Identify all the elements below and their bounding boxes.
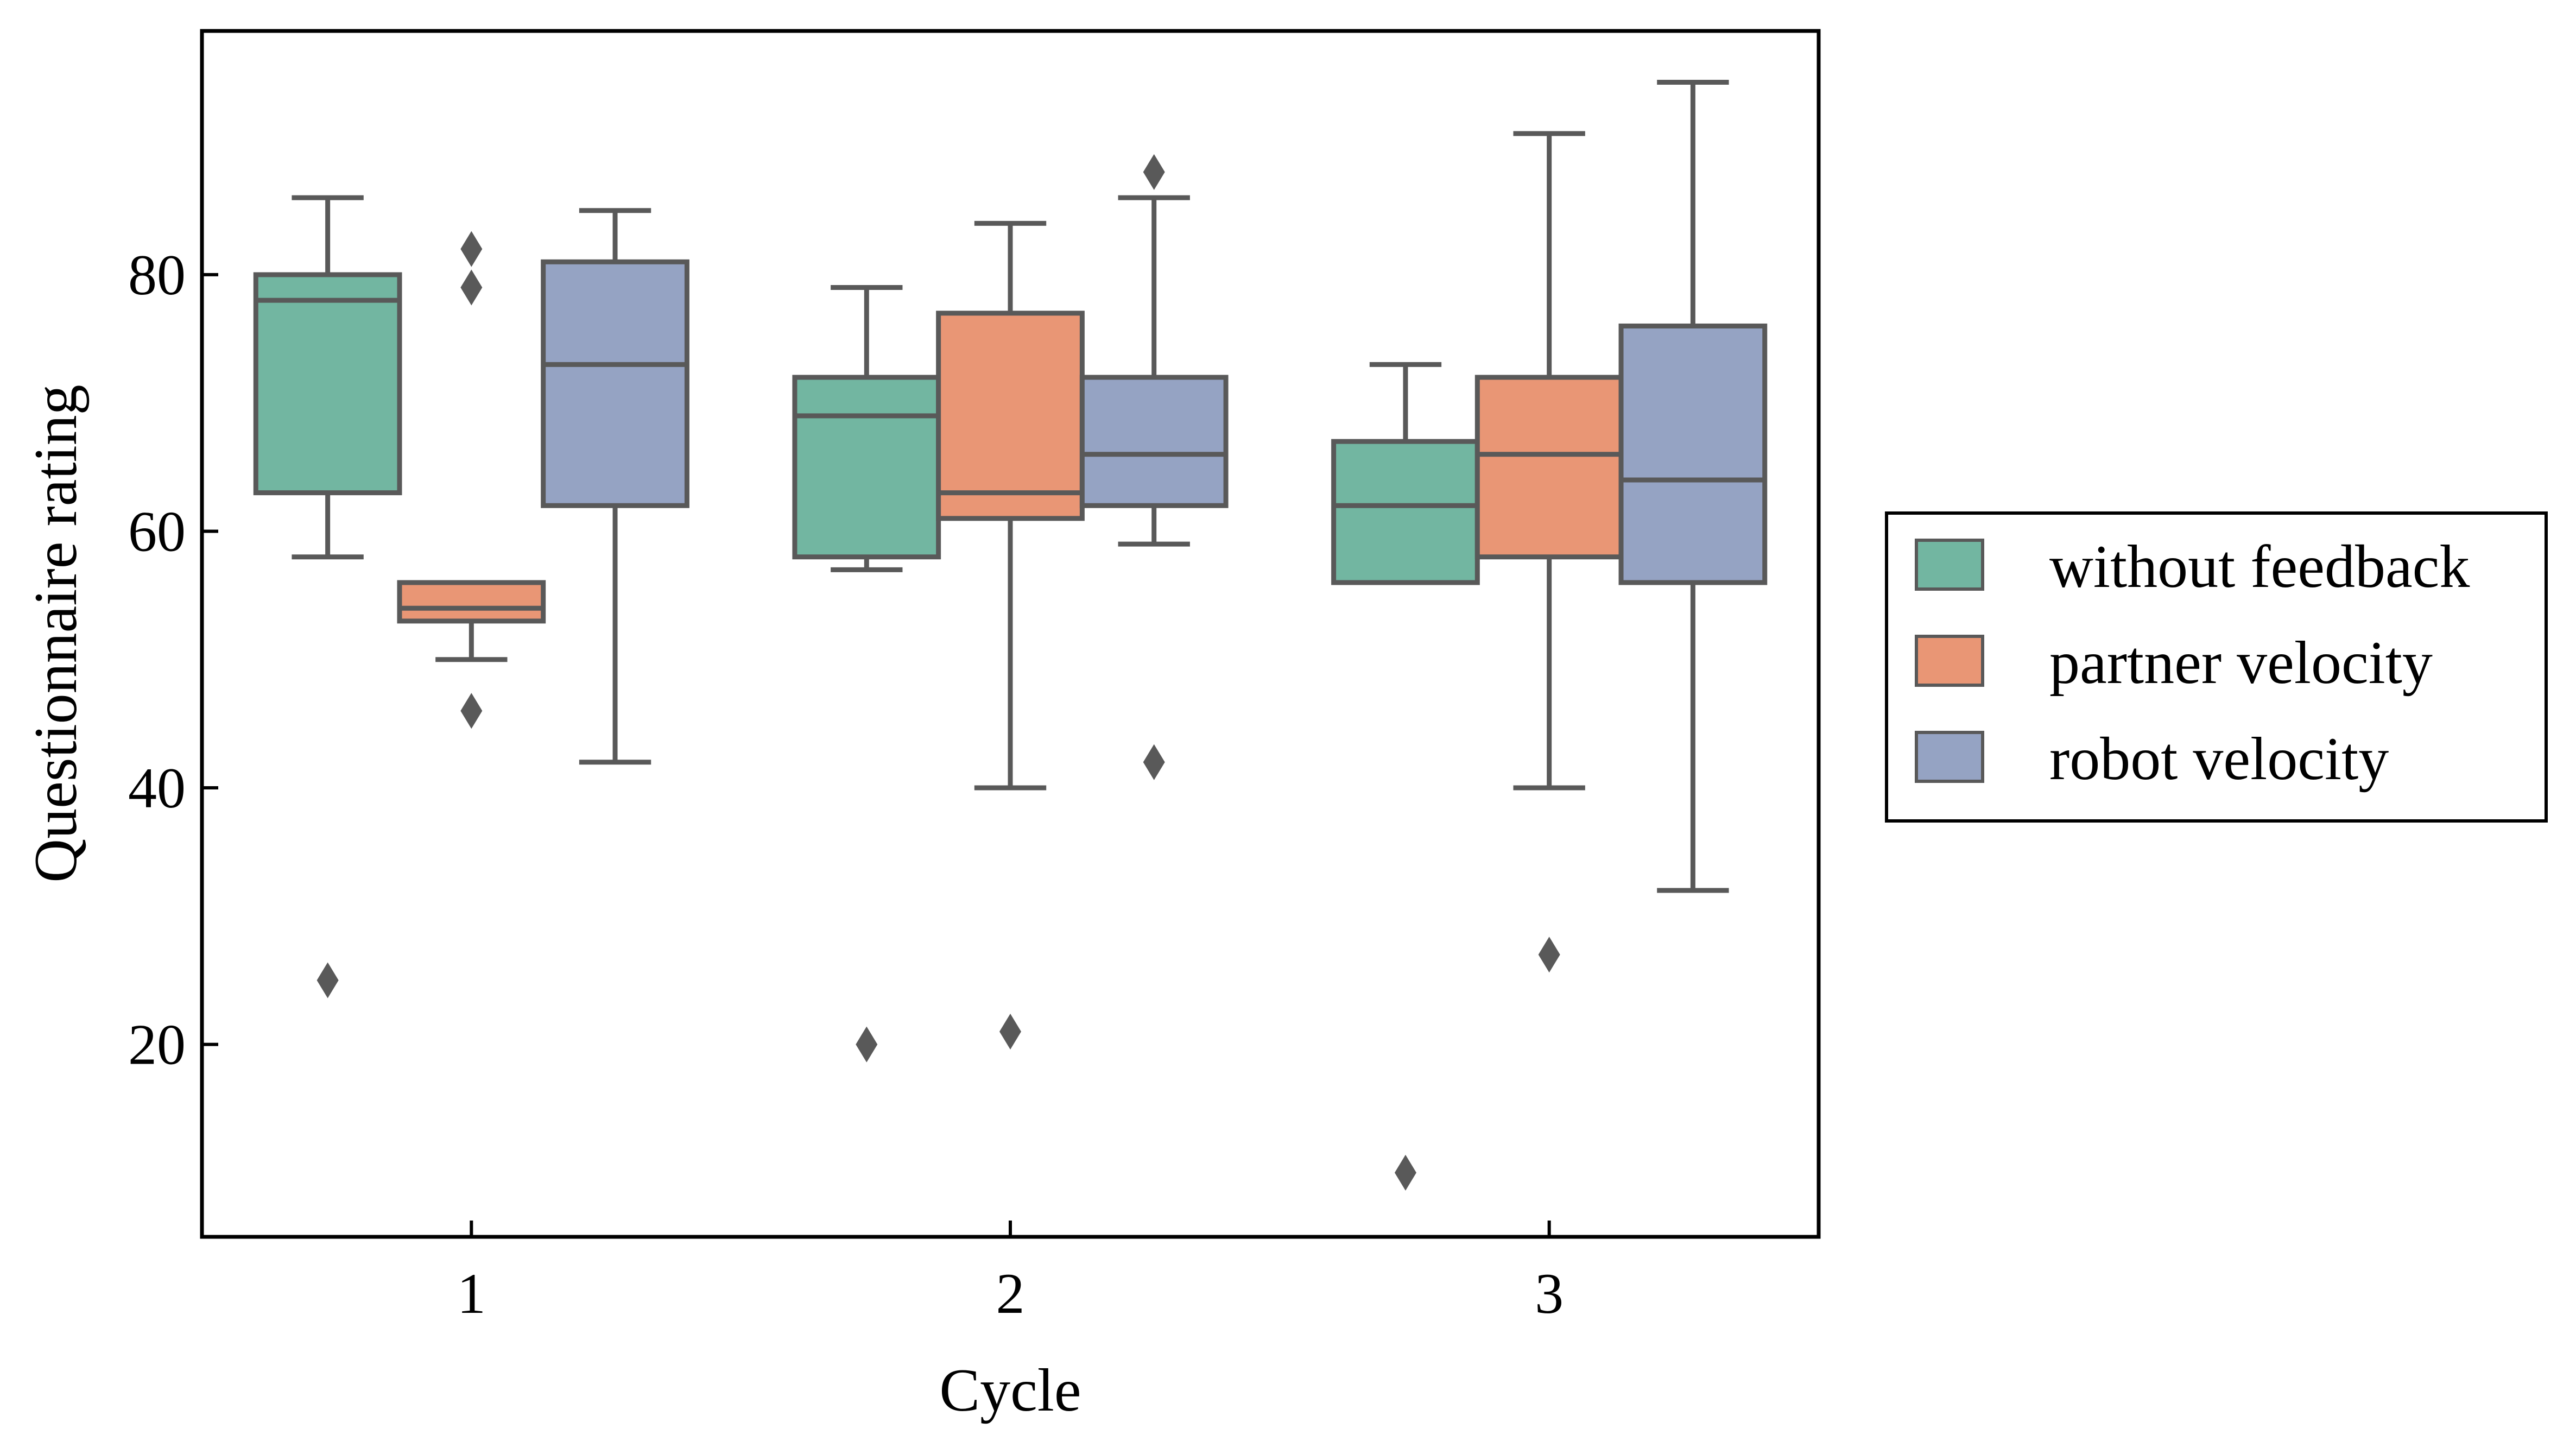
outlier-point <box>460 269 483 306</box>
box-group-partner-velocity-cycle-2 <box>936 220 1085 1050</box>
legend: without feedback partner velocity robot ve… <box>1885 511 2548 823</box>
y-tick-label: 40 <box>128 756 186 820</box>
x-axis: 1 2 3 <box>457 1221 1564 1325</box>
box-group-robot-velocity-cycle-1 <box>541 208 689 765</box>
x-tick-label: 3 <box>1535 1262 1564 1325</box>
box-group-robot-velocity-cycle-3 <box>1618 80 1768 893</box>
x-tick-label: 2 <box>996 1262 1025 1325</box>
box-iqr <box>253 272 402 496</box>
y-tick-label: 80 <box>128 243 186 307</box>
legend-swatch <box>1915 635 1984 687</box>
box-iqr <box>1331 439 1480 585</box>
box-iqr <box>397 580 546 624</box>
box-group-robot-velocity-cycle-2 <box>1079 154 1229 780</box>
legend-label: without feedback <box>2049 533 2470 600</box>
outlier-point <box>317 962 339 998</box>
legend-swatch <box>1915 731 1984 783</box>
legend-item-partner-velocity: partner velocity <box>1915 629 2433 697</box>
box-iqr <box>541 259 689 508</box>
legend-label: partner velocity <box>2049 629 2433 697</box>
box-iqr <box>792 375 941 560</box>
box-group-without-feedback-cycle-2 <box>792 285 941 1063</box>
box-iqr <box>936 311 1085 521</box>
legend-item-without-feedback: without feedback <box>1915 533 2470 600</box>
outlier-point <box>460 231 483 267</box>
outlier-point <box>1143 154 1165 190</box>
box-iqr <box>1618 323 1768 585</box>
legend-frame <box>1885 511 2548 823</box>
box-iqr <box>1079 375 1229 508</box>
outlier-point <box>1538 937 1560 973</box>
x-tick-label: 1 <box>457 1262 486 1325</box>
box-group-without-feedback-cycle-3 <box>1331 362 1480 1191</box>
box-group-partner-velocity-cycle-3 <box>1474 131 1624 973</box>
box-iqr <box>1474 375 1624 560</box>
legend-item-robot-velocity: robot velocity <box>1915 725 2389 793</box>
y-axis-label: Questionnaire rating <box>22 384 90 883</box>
outlier-point <box>1143 744 1165 780</box>
outlier-point <box>856 1026 878 1063</box>
outlier-point <box>1394 1154 1416 1191</box>
legend-swatch <box>1915 539 1984 591</box>
box-group-partner-velocity-cycle-1 <box>397 231 546 729</box>
y-axis: 20 40 60 80 <box>128 243 218 1077</box>
outlier-point <box>999 1013 1021 1050</box>
box-group-without-feedback-cycle-1 <box>253 195 402 998</box>
outlier-point <box>460 693 483 729</box>
y-tick-label: 20 <box>128 1013 186 1077</box>
legend-label: robot velocity <box>2049 725 2389 793</box>
x-axis-label: Cycle <box>939 1357 1081 1424</box>
y-tick-label: 60 <box>128 500 186 563</box>
plot-area <box>253 80 1768 1191</box>
